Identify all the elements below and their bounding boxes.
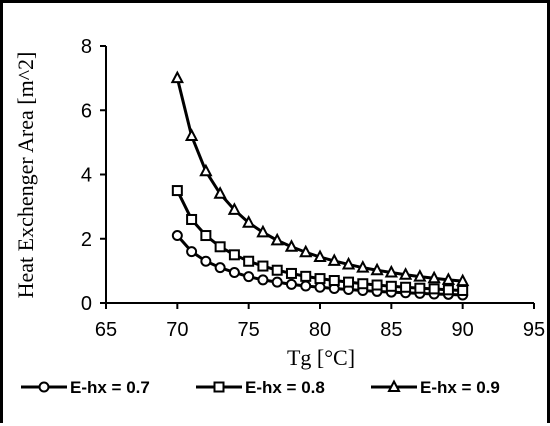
data-point-circle <box>186 246 198 258</box>
legend-label: E-hx = 0.8 <box>245 378 325 397</box>
data-point-circle <box>285 278 297 290</box>
data-point-triangle <box>427 270 441 284</box>
data-point-square <box>285 267 297 279</box>
data-point-square <box>171 185 183 197</box>
data-point-square <box>371 279 383 291</box>
data-point-triangle <box>341 256 356 270</box>
legend-label: E-hx = 0.7 <box>70 378 150 397</box>
series-layer <box>170 70 470 301</box>
data-point-square <box>200 230 212 242</box>
y-tick-label: 8 <box>81 36 92 58</box>
data-point-triangle <box>356 260 370 273</box>
x-tick-label: 75 <box>238 319 260 341</box>
y-tick-label: 6 <box>81 100 92 122</box>
legend-entry: E-hx = 0.8 <box>196 378 325 397</box>
x-tick-label: 85 <box>380 319 402 341</box>
data-point-circle <box>314 281 326 293</box>
data-point-triangle <box>398 267 413 280</box>
data-point-square <box>186 213 198 225</box>
data-point-triangle <box>384 264 398 278</box>
data-point-square <box>428 283 440 295</box>
data-point-triangle <box>184 128 199 141</box>
data-point-triangle <box>284 239 299 252</box>
legend-marker-square <box>213 381 225 393</box>
data-point-triangle <box>456 273 470 287</box>
data-point-circle <box>200 255 212 267</box>
legend-marker-circle <box>38 381 50 393</box>
data-point-square <box>300 270 312 282</box>
data-point-square <box>343 276 355 288</box>
data-point-square <box>357 278 369 290</box>
data-point-triangle <box>313 249 327 263</box>
data-point-circle <box>243 271 255 283</box>
legend-entry: E-hx = 0.9 <box>371 378 500 397</box>
data-point-triangle <box>370 262 384 276</box>
series-triangle <box>170 70 470 287</box>
axes: 0 2 4 6 8 65 70 75 80 85 90 95 <box>81 36 545 341</box>
data-point-square <box>442 284 454 296</box>
data-point-triangle <box>242 215 256 228</box>
data-point-square <box>457 284 469 296</box>
data-point-triangle <box>413 269 427 282</box>
data-point-triangle <box>441 272 456 285</box>
data-point-circle <box>271 276 283 288</box>
data-point-square <box>243 255 255 267</box>
data-point-triangle <box>170 70 184 84</box>
data-point-triangle <box>327 253 341 266</box>
data-point-square <box>385 280 397 292</box>
y-tick-label: 0 <box>81 293 92 315</box>
x-tick-label: 90 <box>452 319 474 341</box>
data-point-square <box>271 264 283 276</box>
data-point-square <box>328 275 340 287</box>
data-point-circle <box>171 230 183 242</box>
data-point-triangle <box>270 232 284 246</box>
data-point-circle <box>214 262 226 274</box>
data-point-circle <box>257 274 269 286</box>
legend-entry: E-hx = 0.7 <box>21 378 150 397</box>
y-tick-label: 2 <box>81 229 92 251</box>
data-point-square <box>228 249 240 261</box>
data-point-triangle <box>299 244 313 258</box>
heat-exchanger-area-chart: 0 2 4 6 8 65 70 75 80 85 90 95 Tg [°C] Heat Excheng… <box>13 36 545 397</box>
data-point-square <box>257 260 269 272</box>
data-point-square <box>414 282 426 294</box>
data-point-triangle <box>256 224 270 238</box>
y-axis-label: Heat Exchenger Area [m^2] <box>13 52 38 299</box>
data-point-triangle <box>227 202 242 215</box>
data-point-triangle <box>213 186 227 199</box>
x-tick-label: 95 <box>523 319 545 341</box>
data-point-square <box>214 241 226 253</box>
legend-marker-triangle <box>387 379 401 392</box>
x-tick-label: 65 <box>95 319 117 341</box>
data-point-circle <box>300 280 312 292</box>
data-point-triangle <box>199 163 213 177</box>
data-point-circle <box>228 266 240 278</box>
x-axis-label: Tg [°C] <box>287 345 355 370</box>
y-tick-label: 4 <box>81 165 92 187</box>
legend-label: E-hx = 0.9 <box>420 378 500 397</box>
data-point-square <box>314 273 326 285</box>
x-tick-label: 80 <box>309 319 331 341</box>
x-tick-label: 70 <box>166 319 188 341</box>
data-point-square <box>400 281 412 293</box>
legend: E-hx = 0.7 E-hx = 0.8 E-hx = 0.9 <box>21 378 500 397</box>
series-square <box>171 185 469 296</box>
